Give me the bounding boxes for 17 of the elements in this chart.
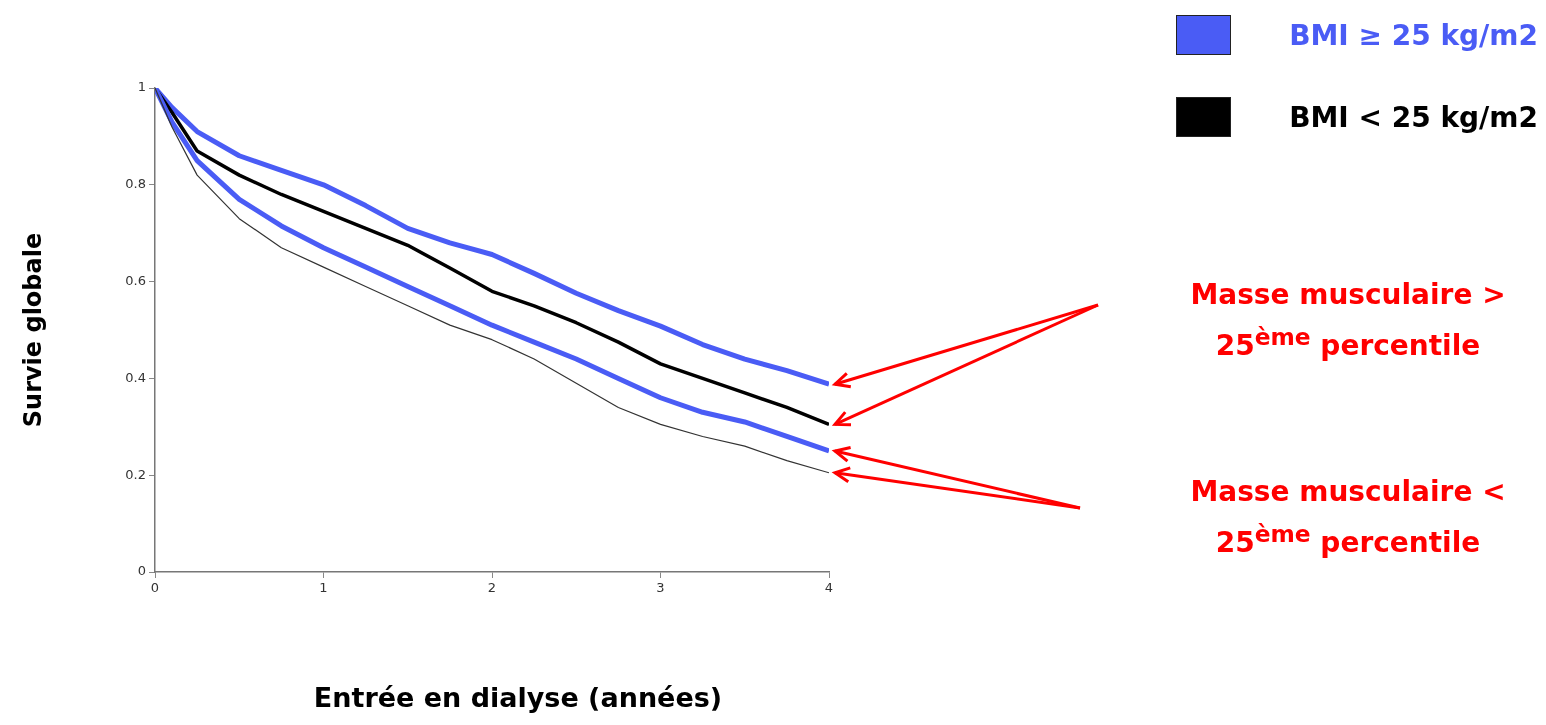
y-tick-label: 0.8 <box>125 176 146 192</box>
x-tick-label: 1 <box>319 580 328 596</box>
y-tick-label: 0.6 <box>125 272 146 288</box>
x-tick-label: 2 <box>487 580 497 596</box>
y-tick-label: 0 <box>137 563 146 579</box>
y-tick-label: 0.2 <box>125 466 146 482</box>
x-tick-label: 3 <box>656 580 665 596</box>
x-tick-label: 0 <box>150 580 160 596</box>
text: Masse musculaire > 25$^{ème}$ percentile <box>1189 277 1507 365</box>
legend-label: BMI ≥ 25 kg/m2 <box>1289 18 1538 52</box>
y-tick-label: 0.4 <box>125 369 146 385</box>
x-axis-title: Entrée en dialyse (années) <box>312 682 724 713</box>
x-tick-label: 4 <box>824 580 834 596</box>
legend-label: BMI < 25 kg/m2 <box>1289 100 1538 134</box>
y-tick-label: 1 <box>137 79 146 95</box>
y-axis-title: Survie globale <box>19 232 48 428</box>
text: Masse musculaire < 25$^{ème}$ percentile <box>1189 474 1507 562</box>
